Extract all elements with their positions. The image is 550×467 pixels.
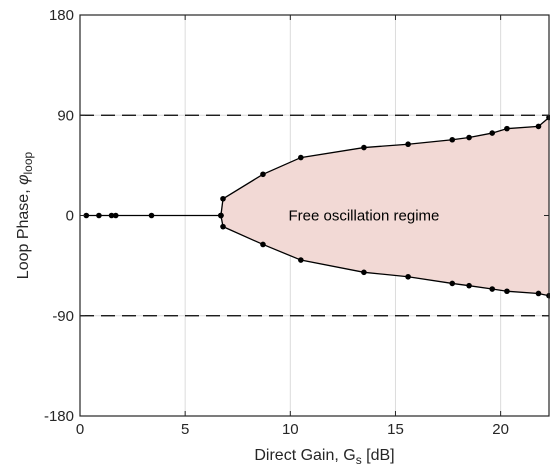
y-tick-label: 90 [57,107,74,124]
y-axis-label: Loop Phase, φloop [15,151,35,279]
x-tick-label: 15 [387,421,404,438]
x-tick-label: 10 [282,421,299,438]
data-point [466,134,472,141]
data-point [83,212,90,219]
y-tick-label: 0 [66,208,74,225]
y-axis-label-symbol: φ [15,174,32,184]
data-point [449,136,456,143]
axis-ticks: 0 5 10 15 20 -180 -90 0 90 180 [44,7,549,438]
data-point [298,154,304,161]
series-line [220,215,550,297]
x-axis-label: Direct Gain, Gs [dB] [254,447,394,467]
data-point [504,125,510,132]
y-tick-label: -90 [52,308,74,325]
data-point [112,212,119,219]
data-point [108,212,115,219]
data-point [220,195,226,202]
y-tick-label: 180 [49,7,74,24]
data-point [449,280,456,287]
free-oscillation-region [220,117,549,296]
data-point [361,269,367,276]
y-axis-label-subscript: loop [21,151,35,174]
data-point [260,171,266,178]
x-tick-label: 5 [181,421,189,438]
data-point [535,123,542,130]
data-point [489,286,496,292]
x-tick-label: 20 [492,421,509,438]
data-point [466,282,472,289]
data-point [489,130,496,136]
regime-annotation: Free oscillation regime [288,208,439,225]
data-point [504,288,510,295]
y-tick-label: -180 [44,408,74,425]
x-tick-label: 0 [76,421,84,438]
data-point [218,212,224,219]
data-point [298,257,304,263]
data-point [260,241,266,248]
x-axis-label-text: Direct Gain, G [254,447,355,464]
y-axis-label-text: Loop Phase, [15,185,32,279]
data-point [148,212,155,219]
reference-lines [80,114,549,317]
data-point [220,223,226,230]
series-line [220,116,550,216]
data-point [405,141,411,148]
x-axis-label-unit: [dB] [362,447,395,464]
data-point [535,290,542,297]
data-point [96,212,102,219]
x-axis-label-subscript: s [356,453,362,467]
data-markers [83,114,550,299]
data-point [361,144,367,151]
data-point [405,273,411,280]
